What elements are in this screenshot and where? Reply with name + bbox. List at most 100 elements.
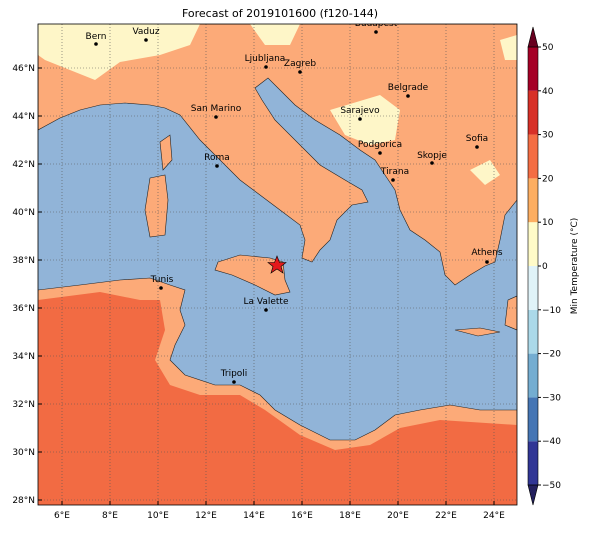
colorbar-band: [528, 222, 538, 266]
city: Zagreb: [284, 59, 316, 74]
city-label: Ljubljana: [245, 54, 286, 64]
city-label: Tripoli: [220, 369, 248, 379]
city: Budapest: [355, 24, 398, 34]
city-label: Podgorica: [358, 140, 402, 150]
city-label: Athens: [471, 248, 502, 258]
map: Bern Vaduz Budapest Ljubljana Zagreb San…: [38, 24, 517, 505]
sardinia: [144, 174, 169, 238]
city-dot: [144, 38, 148, 42]
city-dot: [485, 260, 489, 264]
city-dot: [430, 161, 434, 165]
city-label: Skopje: [417, 151, 447, 161]
title: Forecast of 2019101600 (f120-144): [182, 7, 378, 20]
map-frame: [37, 23, 518, 506]
city: Roma: [204, 153, 230, 168]
city-label: Sarajevo: [340, 106, 380, 116]
city-dot: [232, 380, 236, 384]
star: [267, 255, 287, 274]
europe-land: [38, 24, 517, 286]
city-dot: [264, 65, 268, 69]
x-tick-label: 16°E: [291, 511, 313, 521]
city-label: Vaduz: [132, 27, 159, 37]
colorbar-band: [528, 309, 538, 354]
colorbar-tick-label: −50: [542, 481, 561, 491]
city-label: San Marino: [191, 104, 242, 114]
city-dot: [298, 70, 302, 74]
city: Athens: [471, 248, 503, 264]
colorbar-tick-label: 50: [542, 43, 554, 53]
city: Sofia: [466, 134, 488, 149]
colorbar-band: [528, 266, 538, 310]
colorbar-tick-label: −30: [542, 393, 561, 403]
city-label: Tirana: [380, 167, 409, 177]
alps-cool: [38, 24, 517, 185]
colorbar-tick-label: 10: [542, 218, 554, 228]
city-dot: [159, 286, 163, 290]
city-label: Roma: [204, 153, 230, 163]
colorbar-tick-label: 30: [542, 131, 554, 141]
y-tick-label: 30°N: [12, 448, 35, 458]
x-tick-label: 14°E: [243, 511, 265, 521]
colorbar-tick-label: −40: [542, 437, 561, 447]
x-tick-label: 24°E: [483, 511, 505, 521]
city: Podgorica: [358, 140, 402, 155]
city: Tirana: [380, 167, 409, 182]
colorbar-band: [528, 134, 538, 179]
x-tick-label: 10°E: [147, 511, 169, 521]
colorbar-band: [528, 47, 538, 91]
city-label: Zagreb: [284, 59, 316, 69]
city-dot: [378, 151, 382, 155]
y-tick-label: 40°N: [12, 208, 35, 218]
colorbar-label: Min Temperature (°C): [570, 218, 580, 315]
turkey-land: [504, 295, 517, 331]
y-tick-label: 42°N: [12, 160, 35, 170]
city-dot: [214, 115, 218, 119]
city-dot: [391, 178, 395, 182]
y-tick-label: 44°N: [12, 112, 35, 122]
colorbar-over: [527, 26, 539, 48]
city: Bern: [86, 32, 107, 46]
y-tick-label: 28°N: [12, 496, 35, 506]
colorbar-band: [528, 90, 538, 135]
city-label: Bern: [86, 32, 107, 42]
city-dot: [215, 164, 219, 168]
city: Ljubljana: [245, 54, 286, 69]
city-dot: [406, 94, 410, 98]
y-tick-label: 34°N: [12, 352, 35, 362]
city: Tunis: [150, 275, 174, 290]
x-tick-label: 12°E: [195, 511, 217, 521]
city-label: Belgrade: [388, 83, 429, 93]
city: Sarajevo: [340, 106, 380, 121]
colorbar-tick-label: 0: [542, 262, 548, 272]
city-dot: [358, 117, 362, 121]
x-tick-label: 8°E: [102, 511, 118, 521]
axes: 6°E 8°E 10°E 12°E 14°E 16°E 18°E 20°E 22°E 24°E 28…: [12, 64, 505, 521]
city-label: La Valette: [244, 297, 289, 307]
colorbar-band: [528, 353, 538, 398]
corsica: [159, 134, 173, 171]
city-label: Sofia: [466, 134, 488, 144]
grid: [38, 24, 517, 505]
city-dot: [374, 30, 378, 34]
city: Belgrade: [388, 83, 429, 98]
crete: [454, 327, 501, 337]
colorbar-tick-label: −10: [542, 306, 561, 316]
colorbar-tick-label: −20: [542, 350, 561, 360]
x-tick-label: 18°E: [339, 511, 361, 521]
city: Skopje: [417, 151, 447, 165]
cities: Bern Vaduz Budapest Ljubljana Zagreb San…: [86, 24, 503, 384]
city: Vaduz: [132, 27, 160, 42]
colorbar-band: [528, 441, 538, 485]
city: La Valette: [244, 297, 289, 312]
x-tick-label: 20°E: [387, 511, 409, 521]
colorbar-band: [528, 397, 538, 442]
city-dot: [94, 42, 98, 46]
y-tick-label: 36°N: [12, 304, 35, 314]
colorbar-band: [528, 178, 538, 223]
colorbar-tick-label: 20: [542, 174, 554, 184]
colorbar-tick-label: 40: [542, 87, 554, 97]
city: Tripoli: [220, 369, 248, 384]
y-tick-label: 32°N: [12, 400, 35, 410]
colorbar-under: [527, 484, 539, 506]
